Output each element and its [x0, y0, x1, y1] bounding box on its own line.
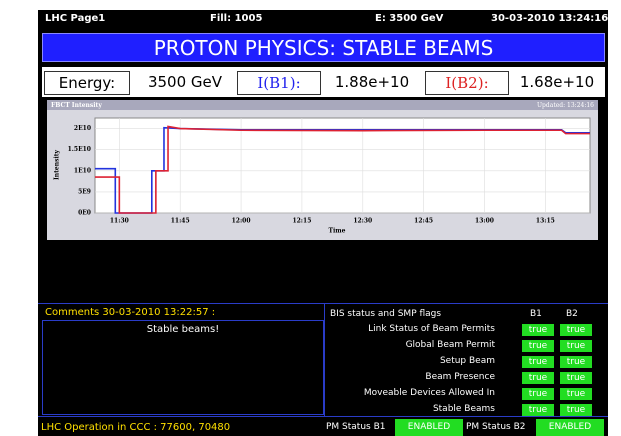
flag-b1: true	[522, 340, 554, 352]
flag-b2: true	[560, 388, 592, 400]
pm-b2-label: PM Status B2	[466, 422, 526, 432]
flags-column: B2	[566, 309, 578, 319]
comments-title: Comments 30-03-2010 13:22:57 :	[45, 307, 216, 318]
comments-text: Stable beams!	[146, 324, 220, 335]
page-name: LHC Page1	[45, 13, 106, 24]
y-tick-label: 5E9	[78, 188, 91, 195]
flag-b1: true	[522, 356, 554, 368]
y-tick-label: 0E0	[78, 210, 91, 217]
readings-row	[42, 67, 605, 97]
x-axis-label: Time	[329, 228, 346, 235]
flag-label: Global Beam Permit	[405, 340, 495, 350]
line-series	[95, 125, 590, 214]
y-tick-label: 1.5E10	[68, 146, 91, 153]
energy: E: 3500 GeV	[375, 13, 444, 24]
x-tick-label: 11:45	[171, 218, 190, 225]
pm-b1-label: PM Status B1	[326, 422, 386, 432]
flag-b1: true	[522, 404, 554, 416]
b2-value: 1.68e+10	[519, 73, 595, 91]
y-tick-label: 2E10	[74, 125, 91, 132]
timestamp: 30-03-2010 13:24:16	[491, 13, 609, 24]
flag-label: Beam Presence	[425, 372, 495, 382]
chart-title: FBCT Intensity	[51, 102, 102, 109]
flag-b2: true	[560, 324, 592, 336]
flag-b2: true	[560, 372, 592, 384]
pm-b2-status: ENABLED	[536, 419, 604, 436]
flags-column: B1	[530, 309, 542, 319]
b1-value: 1.88e+10	[334, 73, 410, 91]
energy-label: Energy:	[44, 71, 130, 95]
chart-header	[47, 100, 598, 110]
y-axis-label: Intensity	[54, 149, 61, 180]
flags-title: BIS status and SMP flags	[330, 309, 442, 319]
flag-label: Stable Beams	[432, 404, 495, 414]
flag-label: Link Status of Beam Permits	[368, 324, 495, 334]
banner: PROTON PHYSICS: STABLE BEAMS	[42, 33, 605, 62]
b1-label: I(B1):	[237, 71, 321, 95]
separator	[324, 303, 325, 416]
x-tick-label: 13:15	[536, 218, 555, 225]
x-tick-label: 12:30	[353, 218, 372, 225]
flag-label: Moveable Devices Allowed In	[363, 388, 495, 398]
x-tick-label: 12:45	[414, 218, 433, 225]
comments-box	[42, 320, 324, 415]
chart: FBCT Intensity Updated: 13:24:16 Time In…	[47, 100, 598, 240]
flag-b1: true	[522, 324, 554, 336]
separator	[38, 416, 608, 417]
flag-b1: true	[522, 372, 554, 384]
flag-b2: true	[560, 356, 592, 368]
flag-b2: true	[560, 404, 592, 416]
energy-value: 3500 GeV	[147, 73, 223, 91]
x-tick-label: 11:30	[110, 218, 129, 225]
fill: Fill: 1005	[210, 13, 263, 24]
y-tick-label: 1E10	[74, 167, 91, 174]
x-tick-label: 13:00	[475, 218, 494, 225]
plot-area	[94, 117, 591, 214]
operation: LHC Operation in CCC : 77600, 70480	[41, 422, 231, 433]
b2-label: I(B2):	[425, 71, 509, 95]
x-tick-label: 12:15	[292, 218, 311, 225]
x-tick-label: 12:00	[232, 218, 251, 225]
flag-b2: true	[560, 340, 592, 352]
chart-updated: Updated: 13:24:16	[537, 102, 594, 109]
flag-b1: true	[522, 388, 554, 400]
separator	[38, 303, 608, 304]
pm-b1-status: ENABLED	[395, 419, 463, 436]
flag-label: Setup Beam	[439, 356, 495, 366]
